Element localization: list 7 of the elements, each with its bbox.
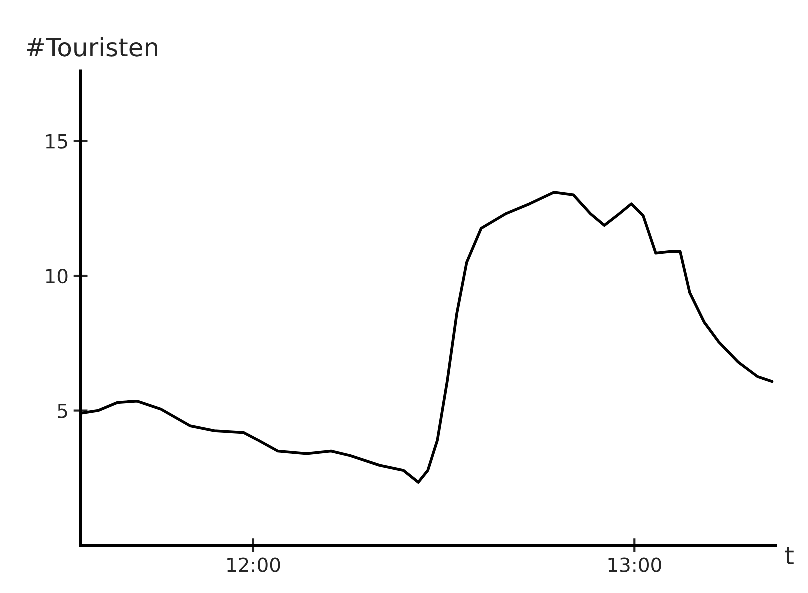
y-tick-label: 15 — [46, 134, 68, 149]
x-axis-title: t — [785, 547, 794, 565]
y-axis-title: #Touristen — [27, 37, 158, 57]
y-tick-label: 5 — [58, 404, 68, 418]
y-tick-label: 10 — [46, 268, 68, 284]
x-tick-label: 13:00 — [608, 558, 662, 572]
x-tick-label: 12:00 — [228, 558, 280, 572]
